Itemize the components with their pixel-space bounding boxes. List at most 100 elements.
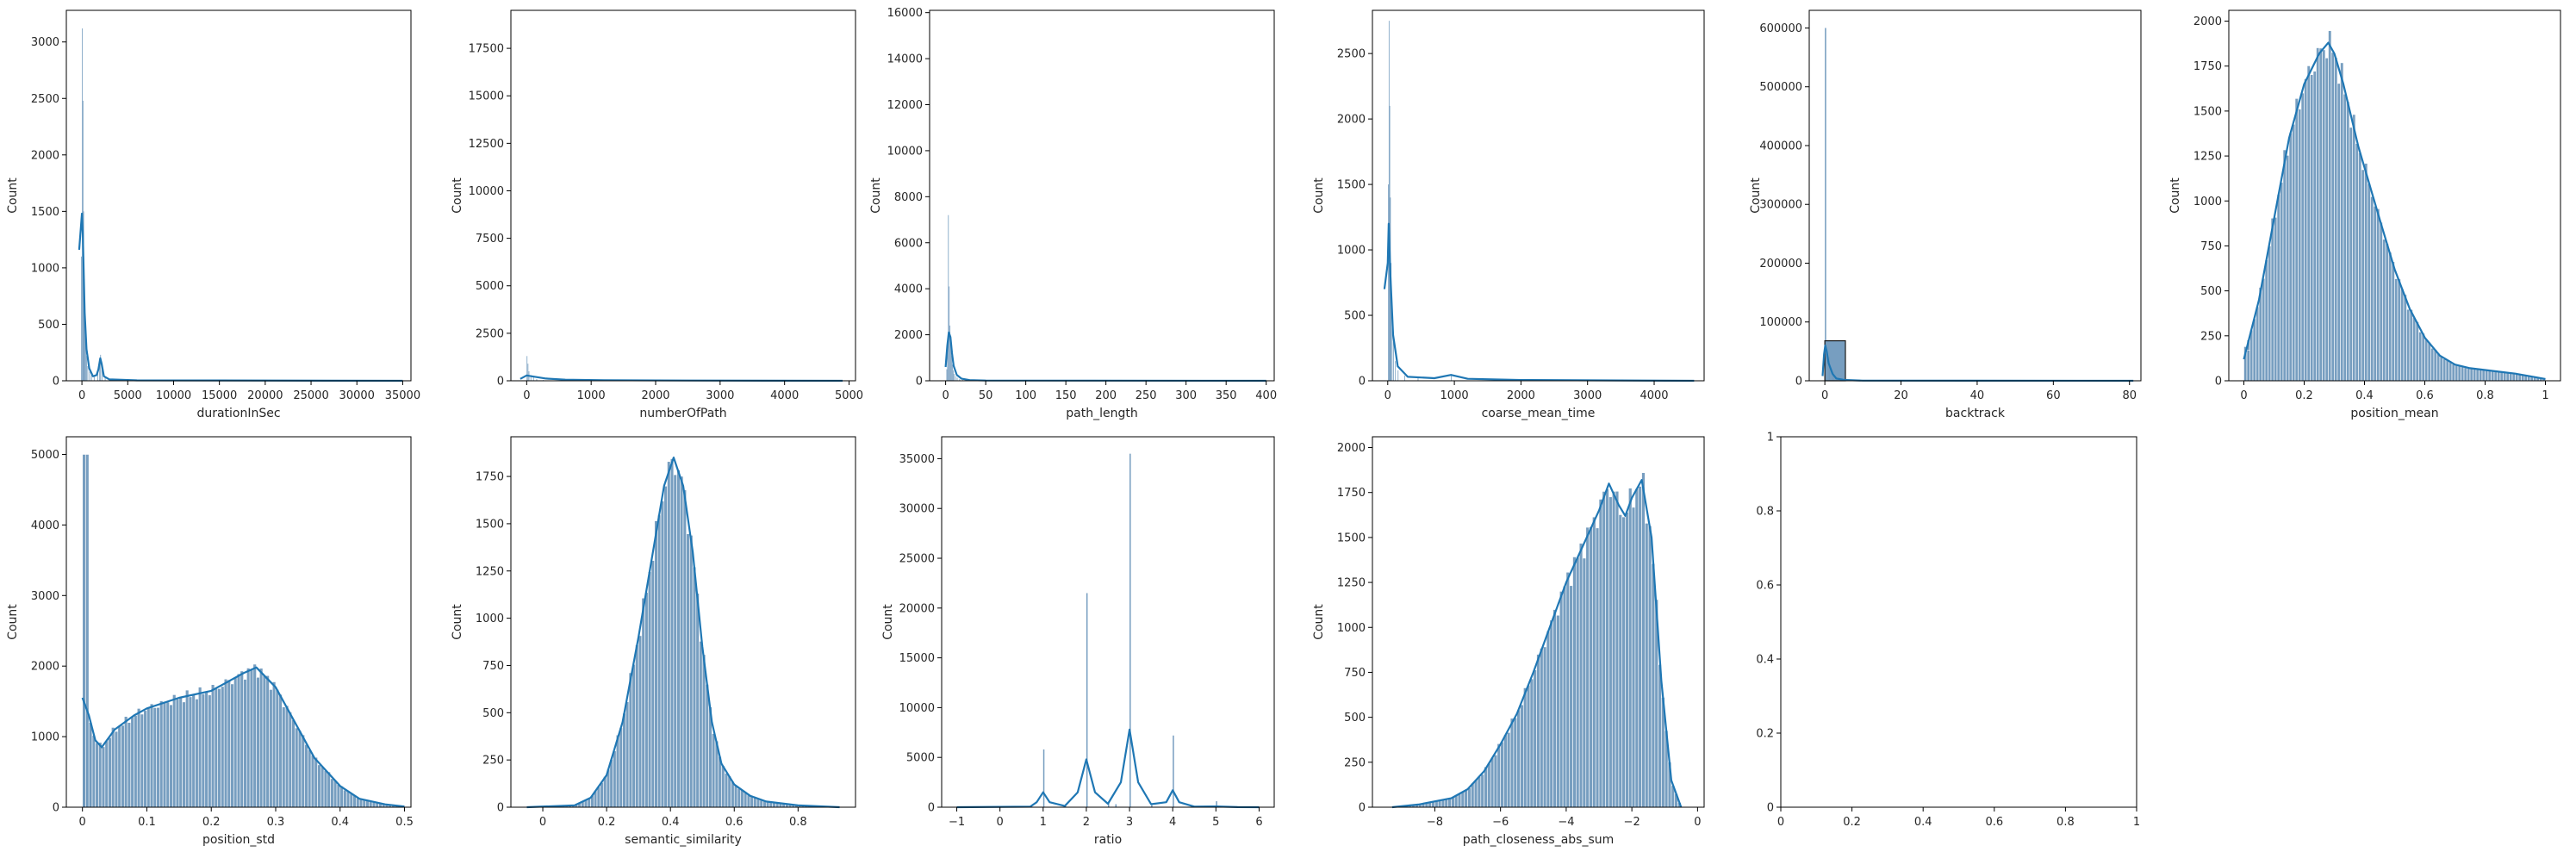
histogram-bar [1605,488,1609,808]
x-tick-label: 0.4 [1914,816,1932,829]
histogram-bar [117,725,121,808]
x-tick-label: 350 [1216,389,1237,402]
histogram-bar [1615,490,1620,808]
x-tick-label: 0.2 [202,816,221,829]
y-tick-label: 6000 [894,237,923,250]
y-axis-label: Count [2168,177,2182,214]
y-tick-label: 0.2 [1756,728,1774,741]
histogram-bar [632,664,636,808]
y-axis-label: Count [1312,604,1326,640]
histogram-bar [104,377,106,381]
histogram-bar [182,701,186,808]
y-tick-label: 2500 [476,327,504,340]
histogram-bar [339,786,344,808]
histogram-bar [243,679,247,808]
histogram-bar [82,28,83,381]
histogram-bar [1611,491,1616,808]
histogram-bar [1595,527,1600,808]
histogram-bar [1634,488,1640,808]
y-tick-label: 400000 [1759,140,1802,152]
histogram-bar [223,678,228,808]
y-tick-label: 1000 [1337,622,1366,635]
histogram-bar [101,367,103,381]
histogram-bar [2294,98,2299,382]
subplot-2: 0 1000 2000 3000 4000 5000 0 2500 5000 7500 10000 1… [451,9,863,420]
histogram-bar [291,719,296,808]
histogram-bar [724,773,729,808]
y-tick-label: 1500 [1337,532,1366,544]
histogram-bar [201,693,206,808]
x-tick-label: 150 [1055,389,1077,402]
x-axis-label: position_mean [2350,407,2438,420]
histogram-bar [956,377,958,381]
x-tick-label: 3 [1126,816,1133,829]
x-tick-label: 3000 [706,389,734,402]
histogram-bar [721,765,725,808]
histogram-bar [91,735,96,808]
histogram-bar [1552,609,1557,808]
histogram-bar [1641,472,1646,808]
axes-frame [1372,9,1705,382]
histogram-bar [98,742,103,808]
histogram-bar [2433,349,2437,382]
histogram-bar [1464,790,1468,808]
y-tick-label: 1500 [1337,179,1366,192]
y-tick-label: 2000 [31,661,59,674]
y-tick-label: 4000 [894,283,923,296]
histogram-bar [2276,194,2280,382]
histogram-bar [358,799,364,808]
histogram-bar [2412,317,2417,382]
histogram-bar [1592,516,1596,808]
histogram-bar [2324,57,2329,382]
histogram-bar [1638,486,1642,808]
subplot-6: 0 0.2 0.4 0.6 0.8 1 0 250 500 750 1000 1250 1500 1750… [2168,9,2561,420]
histogram-bar [2473,367,2477,382]
histogram-bar [679,476,684,808]
histogram-bar [195,699,199,808]
histogram-bar [165,701,170,808]
histogram-bar [90,375,92,381]
y-tick-label: 0 [1359,802,1366,815]
y-tick-label: 12000 [887,99,923,112]
histogram-bar [2330,52,2335,382]
y-tick-label: 0 [53,802,59,815]
kde-line [944,331,1266,382]
y-tick-label: 3000 [31,590,59,603]
histogram-bar [1651,563,1656,808]
y-tick-label: 1 [1767,432,1774,445]
x-tick-label: 0.3 [267,816,285,829]
histogram-bar [1480,774,1484,808]
y-tick-label: 2000 [894,329,923,342]
histogram-bar [1523,687,1528,808]
kde-line [956,728,1260,809]
y-tick-label: 0 [53,376,59,389]
histogram-bar [532,377,534,381]
x-tick-label: 0.6 [1985,816,2003,829]
subplot-5: 0 20 40 60 80 0 100000 200000 300000 400000 500000… [1749,9,2142,420]
histogram-bar [1484,766,1488,808]
histogram-bar [1578,543,1584,808]
histogram-bar [1602,491,1606,808]
histogram-bar [1471,782,1475,808]
y-tick-label: 17500 [469,43,504,56]
histogram-bar [1388,21,1390,381]
histogram-bar [952,364,953,381]
histogram-bar [2361,169,2365,382]
histogram-bar [123,716,128,808]
x-tick-label: 4000 [1640,389,1668,402]
x-tick-label: 400 [1255,389,1277,402]
x-tick-label: 0 [539,816,546,829]
histogram-bar [97,372,98,381]
kde-line [520,374,843,382]
histogram-bar [262,675,267,808]
histogram-bar [1467,787,1472,808]
histogram-bar [1042,749,1045,807]
y-tick-label: 500 [482,707,504,720]
histogram-bar [2481,370,2486,382]
histogram-bar [2343,93,2347,382]
histogram-bar [2304,78,2308,382]
histogram-bar [111,727,115,808]
histogram-bar [1417,376,1419,381]
histogram-bar [1598,499,1603,808]
x-axis-label: path_length [1066,407,1137,420]
